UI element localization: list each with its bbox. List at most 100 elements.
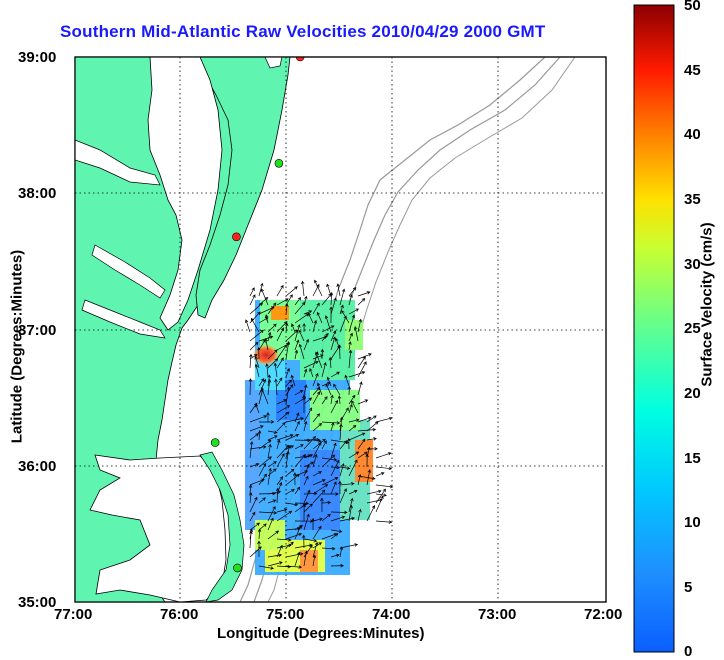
velocity-arrow: [366, 489, 382, 495]
velocity-arrow: [260, 386, 269, 405]
velocity-arrow: [285, 532, 303, 540]
velocity-arrow: [285, 502, 299, 507]
velocity-arrow: [244, 319, 251, 333]
colorbar-tick: 25: [684, 320, 701, 337]
velocity-arrow: [285, 565, 303, 569]
velocity-arrow: [337, 344, 342, 360]
velocity-arrow: [294, 525, 302, 540]
velocity-arrow: [366, 415, 377, 423]
velocity-arrow: [249, 441, 254, 459]
velocity-arrow: [348, 371, 366, 378]
velocity-arrow: [312, 479, 326, 486]
velocity-arrow: [258, 511, 278, 515]
velocity-arrow: [258, 420, 275, 424]
velocity-arrow: [285, 322, 289, 333]
velocity-arrow: [312, 541, 319, 558]
velocity-arrow: [365, 453, 369, 468]
velocity-arrow: [357, 298, 366, 306]
velocity-arrow: [330, 330, 337, 342]
velocity-arrow: [294, 324, 301, 342]
velocity-arrow: [267, 378, 272, 396]
velocity-arrow: [330, 297, 337, 315]
velocity-arrow: [320, 497, 324, 513]
velocity-arrow: [267, 530, 280, 540]
colorbar-tick: 50: [684, 0, 701, 14]
velocity-arrow: [320, 348, 325, 360]
radar-site-marker: [232, 232, 241, 242]
velocity-arrow: [357, 416, 372, 423]
velocity-arrow: [330, 533, 339, 540]
colorbar-label: Surface Velocity (cm/s): [698, 222, 716, 387]
colorbar-tick: 30: [684, 256, 701, 273]
velocity-arrow: [357, 438, 366, 450]
velocity-arrow: [344, 374, 350, 387]
x-tick-label: 73:00: [478, 606, 517, 623]
velocity-arrow: [267, 467, 272, 486]
velocity-arrow: [316, 382, 323, 396]
x-tick-label: 74:00: [372, 606, 411, 623]
velocity-arrow: [249, 287, 255, 297]
delaware-bay: [264, 57, 283, 69]
velocity-arrow: [293, 472, 297, 486]
velocity-arrow: [267, 323, 277, 333]
velocity-arrow: [302, 503, 306, 522]
colorbar: [633, 4, 675, 653]
velocity-arrow: [285, 329, 299, 342]
velocity-arrow: [249, 425, 264, 432]
velocity-arrow: [321, 454, 336, 468]
outer-banks: [199, 451, 245, 602]
velocity-arrow: [265, 363, 269, 378]
velocity-arrow: [366, 447, 378, 451]
velocity-arrow: [330, 336, 336, 351]
velocity-arrow: [312, 391, 321, 405]
velocity-arrow: [303, 489, 311, 504]
velocity-arrow: [249, 341, 259, 351]
velocity-arrow: [285, 384, 294, 396]
velocity-arrow: [258, 282, 264, 297]
colorbar-tick: 10: [684, 514, 701, 531]
velocity-arrow: [294, 501, 310, 506]
velocity-arrow: [314, 279, 323, 297]
velocity-arrow: [312, 542, 323, 549]
velocity-arrow: [290, 374, 296, 387]
velocity-arrow: [375, 488, 386, 504]
velocity-arrow: [303, 360, 319, 369]
velocity-arrow: [248, 378, 253, 396]
velocity-arrow: [330, 399, 339, 414]
velocity-arrow: [338, 480, 342, 495]
velocity-arrow: [348, 403, 353, 414]
velocity-arrow: [328, 356, 333, 369]
velocity-arrow: [322, 492, 339, 496]
velocity-arrow: [303, 435, 317, 450]
velocity-arrow: [258, 491, 276, 496]
velocity-arrow: [357, 451, 368, 459]
velocity-arrow: [285, 433, 300, 441]
velocity-arrow: [312, 453, 318, 468]
velocity-arrow: [276, 476, 284, 486]
velocity-arrow: [348, 418, 360, 423]
velocity-arrow: [312, 372, 319, 387]
velocity-arrow: [249, 522, 261, 531]
velocity-arrow: [330, 553, 340, 558]
velocity-arrow: [348, 332, 353, 342]
velocity-arrow: [249, 511, 256, 522]
velocity-arrow: [375, 472, 385, 477]
velocity-arrow: [351, 400, 359, 414]
velocity-arrow: [267, 443, 272, 459]
velocity-arrow: [285, 286, 298, 297]
velocity-arrow: [274, 378, 278, 396]
velocity-arrow: [353, 325, 359, 342]
velocity-arrow: [312, 471, 322, 477]
x-tick-label: 77:00: [54, 606, 93, 623]
velocity-arrow: [276, 508, 288, 513]
velocity-arrow: [316, 311, 323, 324]
velocity-arrow: [357, 427, 377, 432]
velocity-arrow: [276, 433, 294, 441]
velocity-arrow: [300, 280, 305, 297]
velocity-arrow: [339, 440, 348, 450]
x-tick-label: 76:00: [160, 606, 199, 623]
velocity-arrow: [330, 371, 340, 378]
colorbar-tick: 20: [684, 385, 701, 402]
velocity-arrow: [330, 529, 343, 533]
velocity-arrow: [321, 362, 327, 378]
